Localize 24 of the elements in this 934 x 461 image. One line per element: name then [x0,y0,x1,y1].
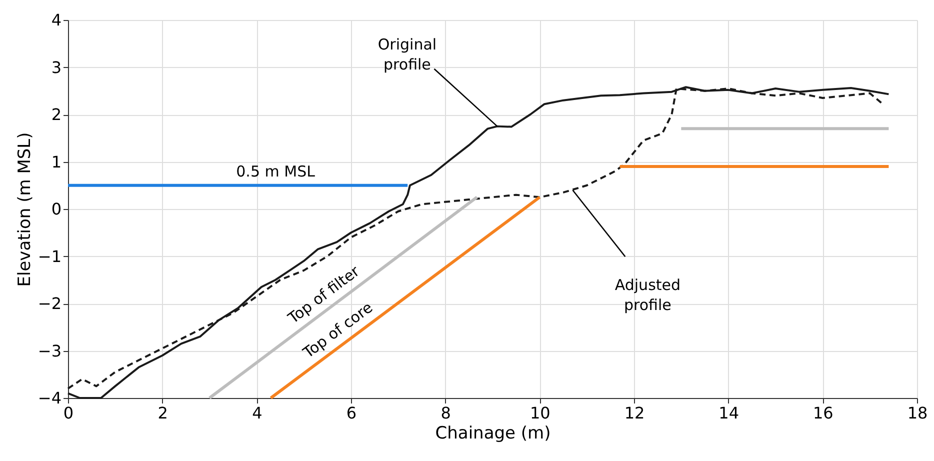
y-tick-label: −1 [38,246,62,266]
x-axis-title: Chainage (m) [435,424,551,444]
y-tick-label: −4 [38,388,62,408]
x-tick-label: 4 [252,404,262,422]
y-tick-label: 0 [51,200,62,218]
y-tick-label: 4 [51,10,62,30]
x-tick-label: 8 [440,404,451,422]
x-tick-label: 10 [530,404,550,422]
annotation: Original profile [378,35,437,74]
y-tick-label: −3 [38,341,62,360]
y-tick-label: 2 [51,105,62,124]
y-tick-label: 3 [51,58,62,77]
y-tick-label: −2 [38,294,62,313]
x-tick-label: 0 [63,404,74,422]
y-axis-title: Elevation (m MSL) [14,132,35,287]
annotation: 0.5 m MSL [236,162,316,180]
x-tick-label: 18 [907,404,928,422]
x-tick-label: 12 [624,404,645,422]
x-tick-label: 2 [158,404,168,422]
x-tick-label: 16 [812,404,834,422]
annotation: Adjusted profile [614,276,681,314]
y-tick-label: 1 [51,152,62,172]
x-tick-label: 6 [346,404,357,422]
x-tick-label: 14 [718,404,740,422]
